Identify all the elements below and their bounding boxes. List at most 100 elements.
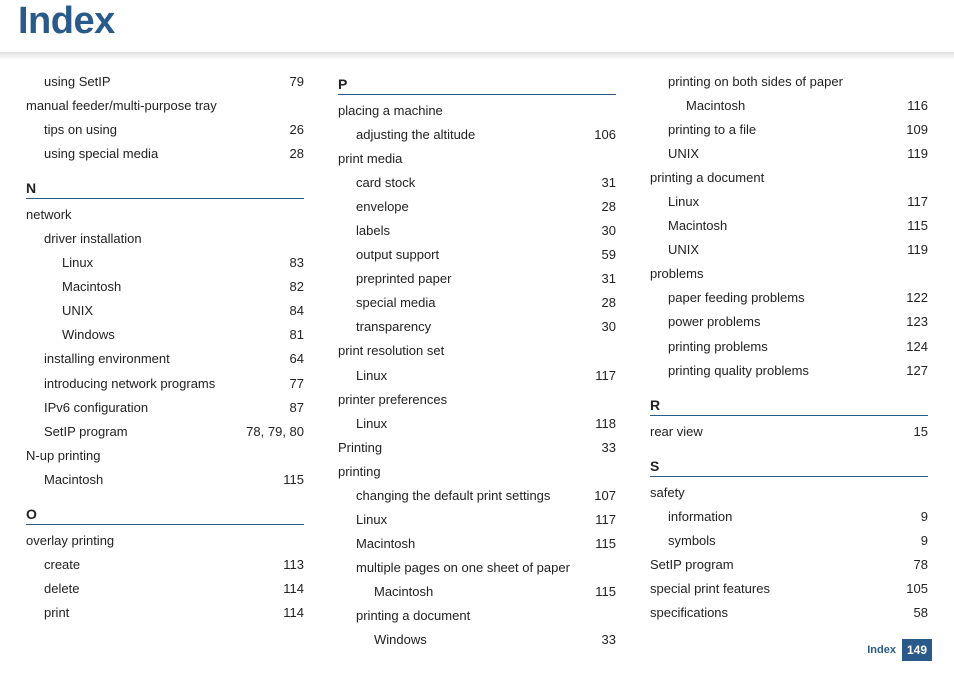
index-entry-label: N-up printing — [26, 444, 100, 468]
index-entry: create113 — [26, 553, 304, 577]
index-entry-label: Macintosh — [374, 580, 433, 604]
index-entry-page[interactable]: 113 — [283, 553, 304, 577]
index-entry: Macintosh 115 — [338, 580, 616, 604]
index-entry: Macintosh 115 — [26, 468, 304, 492]
index-entry-page[interactable]: 122 — [906, 286, 928, 310]
index-entry: safety — [650, 481, 928, 505]
index-entry-page[interactable]: 107 — [594, 484, 616, 508]
index-entry-page[interactable]: 77 — [290, 372, 304, 396]
index-entry-label: UNIX — [668, 238, 699, 262]
index-entry-page[interactable]: 115 — [595, 532, 616, 556]
index-entry-page[interactable]: 30 — [602, 315, 616, 339]
index-entry-label: UNIX — [668, 142, 699, 166]
index-entry-label: printing problems — [668, 335, 768, 359]
index-entry: printer preferences — [338, 388, 616, 412]
index-entry-page[interactable]: 26 — [290, 118, 304, 142]
index-entry-label: adjusting the altitude — [356, 123, 475, 147]
index-entry-page[interactable]: 59 — [602, 243, 616, 267]
section-rule — [26, 198, 304, 199]
index-entry: Macintosh 82 — [26, 275, 304, 299]
index-entry-page[interactable]: 123 — [906, 310, 928, 334]
index-entry: using special media28 — [26, 142, 304, 166]
index-entry-page[interactable]: 15 — [914, 420, 928, 444]
index-entry-page[interactable]: 28 — [602, 195, 616, 219]
index-entry-page[interactable]: 30 — [602, 219, 616, 243]
index-entry-page[interactable]: 78, 79, 80 — [246, 420, 304, 444]
index-entry-page[interactable]: 115 — [595, 580, 616, 604]
index-entry: power problems123 — [650, 310, 928, 334]
section-letter: R — [650, 397, 928, 413]
index-entry-page[interactable]: 114 — [283, 577, 304, 601]
index-entry-page[interactable]: 84 — [290, 299, 304, 323]
index-entry-page[interactable]: 124 — [906, 335, 928, 359]
index-entry-label: printing — [338, 460, 381, 484]
index-entry-page[interactable]: 105 — [906, 577, 928, 601]
index-entry: network — [26, 203, 304, 227]
section-rule — [338, 94, 616, 95]
index-entry-label: Linux — [356, 508, 387, 532]
index-entry-page[interactable]: 119 — [907, 142, 928, 166]
index-entry-label: tips on using — [44, 118, 117, 142]
index-entry-label: SetIP program — [650, 553, 734, 577]
index-entry-page[interactable]: 127 — [906, 359, 928, 383]
index-entry-page[interactable]: 87 — [290, 396, 304, 420]
index-entry-page[interactable]: 117 — [595, 364, 616, 388]
index-entry: rear view15 — [650, 420, 928, 444]
index-entry: Macintosh 115 — [338, 532, 616, 556]
index-entry-page[interactable]: 31 — [602, 171, 616, 195]
index-entry-label: print — [44, 601, 69, 625]
index-entry-page[interactable]: 28 — [290, 142, 304, 166]
page-footer: Index 149 — [867, 639, 932, 661]
index-entry: Macintosh116 — [650, 94, 928, 118]
index-entry-page[interactable]: 58 — [914, 601, 928, 625]
index-entry: delete114 — [26, 577, 304, 601]
index-entry-label: Macintosh — [44, 468, 103, 492]
index-column-1: using SetIP79manual feeder/multi-purpose… — [26, 70, 304, 652]
index-entry-label: using SetIP — [44, 70, 111, 94]
index-entry: print 114 — [26, 601, 304, 625]
index-entry-label: printing a document — [356, 604, 470, 628]
page-header: Index — [0, 0, 954, 52]
index-columns: using SetIP79manual feeder/multi-purpose… — [0, 70, 954, 652]
index-entry: printing problems 124 — [650, 335, 928, 359]
index-entry-label: overlay printing — [26, 529, 114, 553]
index-entry-page[interactable]: 78 — [914, 553, 928, 577]
index-entry-page[interactable]: 115 — [907, 214, 928, 238]
index-entry-page[interactable]: 109 — [906, 118, 928, 142]
index-entry-label: information — [668, 505, 732, 529]
index-entry-page[interactable]: 33 — [602, 628, 616, 652]
index-entry-label: Macintosh — [356, 532, 415, 556]
index-entry-label: Macintosh — [62, 275, 121, 299]
index-entry: specifications58 — [650, 601, 928, 625]
index-entry: card stock31 — [338, 171, 616, 195]
footer-section-label: Index — [867, 644, 896, 656]
index-entry-page[interactable]: 116 — [907, 94, 928, 118]
index-entry-page[interactable]: 83 — [290, 251, 304, 275]
index-entry-page[interactable]: 33 — [602, 436, 616, 460]
index-entry-page[interactable]: 119 — [907, 238, 928, 262]
index-entry-page[interactable]: 106 — [594, 123, 616, 147]
section-rule — [650, 415, 928, 416]
index-entry-page[interactable]: 82 — [290, 275, 304, 299]
index-entry-label: driver installation — [44, 227, 142, 251]
index-entry-page[interactable]: 31 — [602, 267, 616, 291]
footer-page-number: 149 — [902, 639, 932, 661]
index-entry: Windows 33 — [338, 628, 616, 652]
index-entry-page[interactable]: 115 — [283, 468, 304, 492]
index-entry: Linux 117 — [338, 508, 616, 532]
section-rule — [26, 524, 304, 525]
index-entry-page[interactable]: 9 — [921, 505, 928, 529]
index-entry-page[interactable]: 117 — [907, 190, 928, 214]
index-entry-page[interactable]: 118 — [595, 412, 616, 436]
index-entry-label: printer preferences — [338, 388, 447, 412]
index-entry-page[interactable]: 79 — [290, 70, 304, 94]
index-entry-page[interactable]: 81 — [290, 323, 304, 347]
index-entry-label: print media — [338, 147, 402, 171]
index-entry-label: Windows — [374, 628, 427, 652]
index-entry-page[interactable]: 117 — [595, 508, 616, 532]
index-entry-page[interactable]: 64 — [290, 347, 304, 371]
index-entry-page[interactable]: 9 — [921, 529, 928, 553]
index-entry-page[interactable]: 28 — [602, 291, 616, 315]
index-entry-page[interactable]: 114 — [283, 601, 304, 625]
index-entry: placing a machine — [338, 99, 616, 123]
